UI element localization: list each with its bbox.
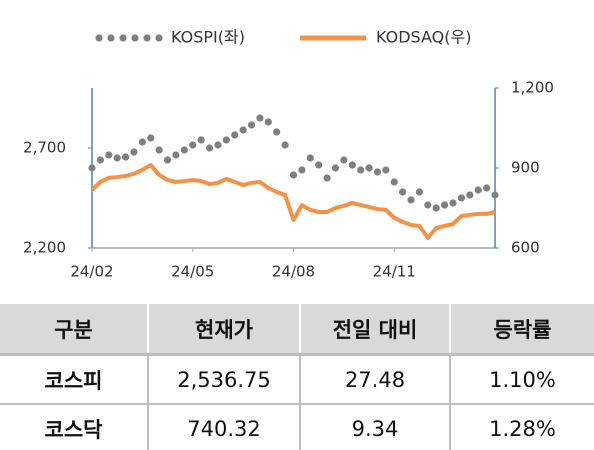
- data-point: [373, 168, 382, 176]
- legend-swatch: [119, 34, 127, 42]
- data-point: [130, 148, 138, 156]
- data-point: [256, 114, 264, 122]
- data-point: [340, 156, 348, 164]
- table-row: 코스피 2,536.75 27.48 1.10%: [0, 353, 594, 405]
- x-tick-label: 24/08: [272, 263, 315, 281]
- legend-swatch: [143, 34, 151, 42]
- data-point: [96, 156, 104, 164]
- data-point: [281, 141, 289, 149]
- y2-tick-label: 900: [511, 159, 540, 177]
- data-point: [197, 136, 205, 144]
- data-point: [474, 186, 482, 194]
- data-point: [390, 178, 398, 186]
- data-point: [491, 191, 499, 199]
- data-point: [222, 136, 230, 144]
- table-cell: 1.10%: [449, 353, 594, 405]
- column-header: 현재가: [147, 304, 300, 355]
- legend-swatch: [95, 34, 103, 42]
- data-point: [315, 161, 323, 169]
- data-point: [449, 199, 457, 207]
- data-point: [189, 141, 197, 149]
- data-point: [113, 154, 121, 162]
- data-point: [432, 204, 440, 212]
- series-line: [90, 163, 496, 240]
- table-row: 코스닥 740.32 9.34 1.28%: [0, 404, 594, 450]
- legend-label: KOSPI(좌): [171, 28, 245, 47]
- data-point: [306, 154, 314, 162]
- legend-swatch: [155, 34, 163, 42]
- quote-table: 구분 현재가 전일 대비 등락률 코스피 2,536.75 27.48 1.10% 코스닥 74…: [0, 304, 594, 450]
- data-point: [483, 184, 491, 192]
- data-point: [365, 164, 373, 172]
- x-tick-label: 24/11: [373, 263, 416, 281]
- y2-tick-label: 1,200: [511, 79, 554, 97]
- data-point: [399, 188, 407, 196]
- data-point: [163, 156, 172, 164]
- data-point: [273, 128, 281, 136]
- data-point: [239, 126, 247, 134]
- data-point: [105, 151, 113, 159]
- table-body: 코스피 2,536.75 27.48 1.10% 코스닥 740.32 9.34 1.28%: [0, 353, 594, 450]
- data-point: [138, 138, 146, 146]
- data-point: [88, 164, 96, 172]
- y2-tick-label: 600: [511, 239, 540, 257]
- data-point: [247, 121, 256, 129]
- data-point: [424, 201, 432, 209]
- data-point: [214, 141, 222, 149]
- data-point: [382, 166, 390, 174]
- data-point: [323, 174, 331, 182]
- data-point: [264, 118, 272, 126]
- column-header: 구분: [0, 304, 148, 355]
- legend-swatch: [131, 34, 139, 42]
- y-tick-label: 2,200: [23, 239, 66, 257]
- data-point: [466, 191, 474, 199]
- table-cell: 코스피: [0, 353, 148, 405]
- table-cell: 2,536.75: [147, 353, 300, 405]
- data-point: [348, 161, 356, 169]
- table-cell: 9.34: [299, 404, 450, 450]
- data-point: [357, 166, 365, 174]
- data-point: [205, 144, 214, 152]
- data-point: [155, 146, 163, 154]
- column-header: 전일 대비: [299, 304, 450, 355]
- table-cell: 코스닥: [0, 404, 148, 450]
- data-point: [441, 201, 449, 209]
- data-point: [231, 131, 239, 139]
- series-0: [88, 114, 499, 212]
- x-tick-label: 24/02: [70, 263, 113, 281]
- legend-swatch: [107, 34, 115, 42]
- data-point: [121, 153, 130, 161]
- data-point: [172, 151, 180, 159]
- header-row: 구분 현재가 전일 대비 등락률: [0, 304, 594, 355]
- y-tick-label: 2,700: [23, 139, 66, 157]
- data-point: [407, 196, 415, 204]
- data-point: [457, 194, 466, 202]
- chart: 2,200 2,700 600 900 1,200 24/02 24/05 24/08 24/1…: [23, 28, 554, 281]
- data-point: [331, 164, 340, 172]
- data-point: [180, 146, 188, 154]
- x-tick-label: 24/05: [171, 263, 214, 281]
- data-point: [289, 171, 298, 179]
- table-cell: 740.32: [147, 404, 300, 450]
- data-point: [147, 134, 155, 142]
- legend-label: KODSAQ(우): [376, 28, 471, 47]
- data-point: [298, 166, 306, 174]
- table-cell: 27.48: [299, 353, 450, 405]
- table-cell: 1.28%: [449, 404, 594, 450]
- data-point: [415, 188, 424, 196]
- column-header: 등락률: [449, 304, 594, 355]
